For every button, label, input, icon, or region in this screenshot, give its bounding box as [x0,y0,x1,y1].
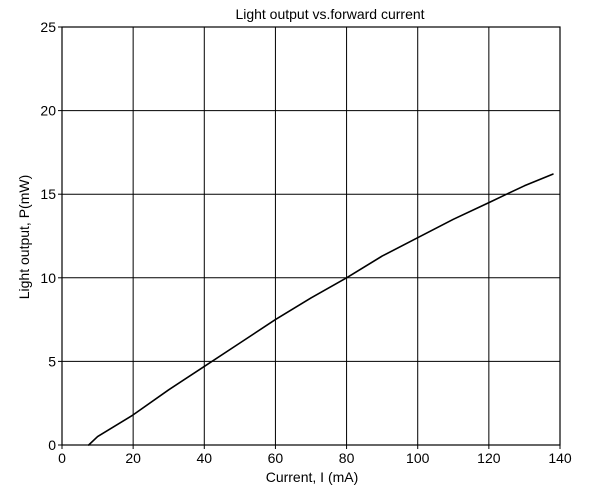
x-tick-label: 40 [196,450,212,466]
y-tick-label: 15 [40,186,56,202]
y-tick-label: 5 [48,353,56,369]
plot-frame [61,26,561,446]
x-axis-label: Current, I (mA) [266,469,359,485]
x-tick-label: 140 [548,450,572,466]
x-tick-labels: 0 20 40 60 80 100 120 140 [58,450,572,466]
x-tick-label: 20 [125,450,141,466]
series-group [87,173,554,446]
chart-title: Light output vs.forward current [235,6,424,22]
y-tick-labels: 0 5 10 15 20 25 [40,19,56,453]
x-tick-label: 100 [406,450,430,466]
x-tick-label: 0 [58,450,66,466]
series-line-0 [87,173,554,446]
y-axis-label: Light output, P(mW) [16,175,32,300]
grid [58,26,561,449]
x-tick-label: 80 [339,450,355,466]
y-tick-label: 0 [48,437,56,453]
x-tick-label: 60 [268,450,284,466]
y-tick-label: 10 [40,270,56,286]
y-tick-label: 25 [40,19,56,35]
x-tick-label: 120 [477,450,501,466]
y-tick-label: 20 [40,103,56,119]
